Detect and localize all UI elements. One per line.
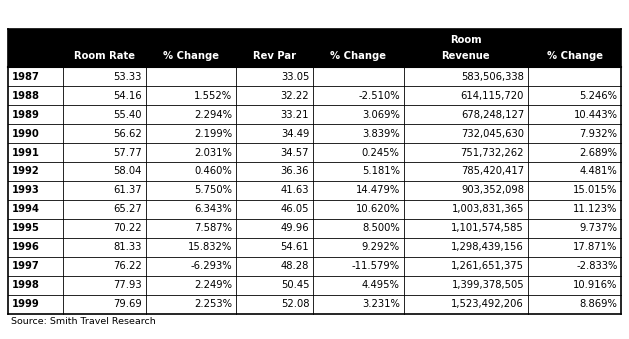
Text: Source: Smith Travel Research: Source: Smith Travel Research [11,317,155,326]
Text: 81.33: 81.33 [113,242,142,252]
Text: 76.22: 76.22 [113,261,142,271]
Text: 2.031%: 2.031% [194,147,233,158]
Text: 1,261,651,375: 1,261,651,375 [451,261,524,271]
Text: 53.33: 53.33 [113,72,142,82]
Text: 903,352,098: 903,352,098 [461,185,524,195]
Text: 54.61: 54.61 [281,242,309,252]
Text: 4.495%: 4.495% [362,280,400,290]
Text: Rev Par: Rev Par [253,52,296,61]
Text: % Change: % Change [163,52,219,61]
Text: Room: Room [450,35,481,45]
Text: 1987: 1987 [11,72,39,82]
Text: 1990: 1990 [11,128,39,139]
Text: 1.552%: 1.552% [194,91,233,101]
Text: 5.750%: 5.750% [194,185,233,195]
Text: 46.05: 46.05 [281,204,309,214]
Text: 678,248,127: 678,248,127 [461,109,524,120]
Text: -2.833%: -2.833% [576,261,618,271]
Text: 2.249%: 2.249% [194,280,233,290]
Text: 1994: 1994 [11,204,40,214]
Text: 0.460%: 0.460% [195,166,233,177]
Text: 50.45: 50.45 [281,280,309,290]
Text: 1991: 1991 [11,147,40,158]
Text: 14.479%: 14.479% [355,185,400,195]
Text: 3.069%: 3.069% [362,109,400,120]
Text: 1,523,492,206: 1,523,492,206 [452,299,524,309]
Text: 1993: 1993 [11,185,39,195]
Text: 58.04: 58.04 [113,166,142,177]
Text: 751,732,262: 751,732,262 [460,147,524,158]
Text: 34.49: 34.49 [281,128,309,139]
Text: 583,506,338: 583,506,338 [461,72,524,82]
Text: 10.916%: 10.916% [573,280,618,290]
Text: 1997: 1997 [11,261,39,271]
Text: 1988: 1988 [11,91,40,101]
Text: 54.16: 54.16 [113,91,142,101]
Text: 57.77: 57.77 [113,147,142,158]
Text: 33.21: 33.21 [281,109,309,120]
Text: 49.96: 49.96 [281,223,309,233]
Text: 1,101,574,585: 1,101,574,585 [452,223,524,233]
Text: 3.231%: 3.231% [362,299,400,309]
Text: 79.69: 79.69 [113,299,142,309]
Text: -6.293%: -6.293% [191,261,233,271]
Text: Revenue: Revenue [442,52,490,61]
Text: -11.579%: -11.579% [352,261,400,271]
Text: 8.500%: 8.500% [362,223,400,233]
Text: 5.181%: 5.181% [362,166,400,177]
Text: 17.871%: 17.871% [573,242,618,252]
Text: 9.737%: 9.737% [580,223,618,233]
Text: 1999: 1999 [11,299,39,309]
Text: 1995: 1995 [11,223,39,233]
Text: 5.246%: 5.246% [580,91,618,101]
Text: 2.199%: 2.199% [194,128,233,139]
Text: 56.62: 56.62 [113,128,142,139]
Text: 614,115,720: 614,115,720 [460,91,524,101]
Text: 785,420,417: 785,420,417 [461,166,524,177]
Text: 10.443%: 10.443% [574,109,618,120]
Text: 0.245%: 0.245% [362,147,400,158]
Text: Room Rate: Room Rate [74,52,135,61]
Text: 732,045,630: 732,045,630 [461,128,524,139]
Text: 1,399,378,505: 1,399,378,505 [452,280,524,290]
Text: 70.22: 70.22 [113,223,142,233]
Text: 32.22: 32.22 [281,91,309,101]
Text: 11.123%: 11.123% [573,204,618,214]
Text: 36.36: 36.36 [281,166,309,177]
Text: 65.27: 65.27 [113,204,142,214]
Text: % Change: % Change [330,52,386,61]
Text: 1,298,439,156: 1,298,439,156 [452,242,524,252]
Text: 34.57: 34.57 [281,147,309,158]
Text: 77.93: 77.93 [113,280,142,290]
Text: 41.63: 41.63 [281,185,309,195]
Text: 15.832%: 15.832% [188,242,233,252]
Text: 55.40: 55.40 [113,109,142,120]
Text: 7.587%: 7.587% [194,223,233,233]
Text: 8.869%: 8.869% [580,299,618,309]
Text: 1992: 1992 [11,166,39,177]
Text: 1,003,831,365: 1,003,831,365 [452,204,524,214]
Text: 2.689%: 2.689% [580,147,618,158]
Text: 9.292%: 9.292% [362,242,400,252]
Text: 61.37: 61.37 [113,185,142,195]
Text: 1989: 1989 [11,109,39,120]
Text: 52.08: 52.08 [281,299,309,309]
Text: 2.253%: 2.253% [194,299,233,309]
Text: 4.481%: 4.481% [580,166,618,177]
Text: -2.510%: -2.510% [358,91,400,101]
Text: 1998: 1998 [11,280,39,290]
Text: 7.932%: 7.932% [580,128,618,139]
Text: % Change: % Change [547,52,603,61]
Text: 2.294%: 2.294% [194,109,233,120]
Text: 6.343%: 6.343% [195,204,233,214]
Text: 10.620%: 10.620% [355,204,400,214]
Text: 33.05: 33.05 [281,72,309,82]
Text: 1996: 1996 [11,242,39,252]
Text: 48.28: 48.28 [281,261,309,271]
Text: 3.839%: 3.839% [362,128,400,139]
Text: 15.015%: 15.015% [573,185,618,195]
